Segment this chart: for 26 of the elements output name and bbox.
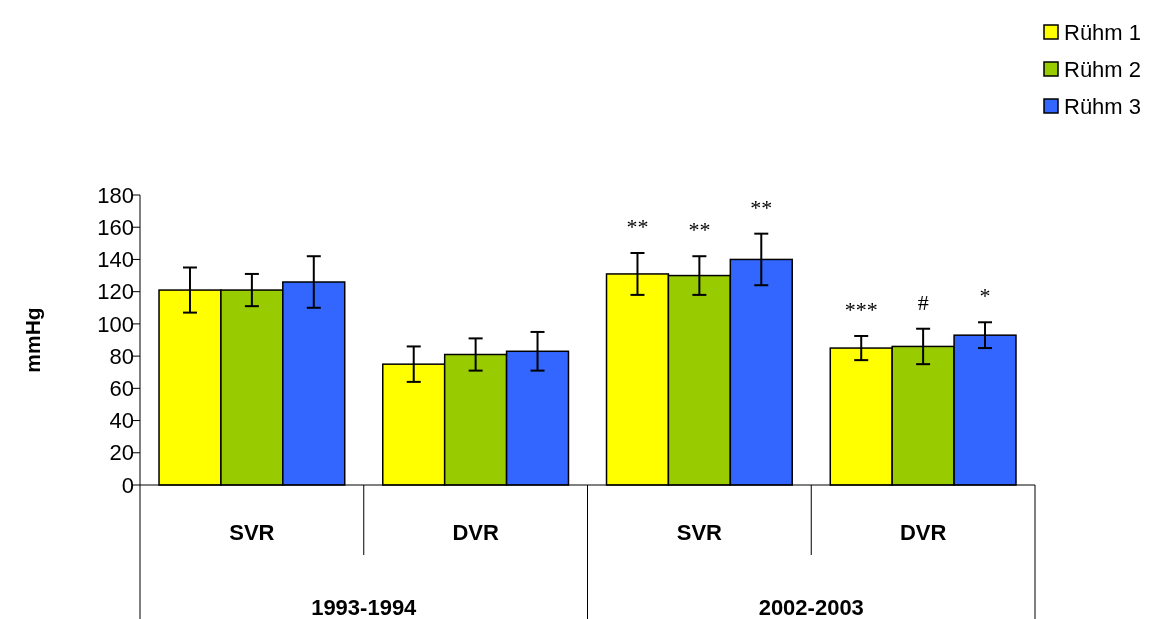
y-tick-label: 0 [121, 472, 134, 498]
y-tick-label: 120 [97, 279, 134, 305]
x-tick-label: DVR [452, 520, 499, 545]
y-tick-label: 180 [97, 182, 134, 208]
annotation: * [979, 283, 991, 309]
y-tick-label: 100 [97, 311, 134, 337]
x-tick-label: DVR [899, 520, 947, 545]
annotation: ** [750, 194, 773, 220]
legend-label: Rühm 3 [1064, 93, 1142, 119]
legend-label: Rühm 2 [1064, 56, 1142, 82]
x-tick-label: SVR [229, 520, 275, 545]
y-axis-title: mmHg [21, 307, 44, 373]
y-tick-label: 20 [109, 440, 134, 466]
y-tick-label: 140 [97, 247, 134, 273]
y-tick-label: 40 [109, 408, 134, 434]
annotation: *** [844, 296, 878, 322]
x-tick-label: SVR [676, 520, 723, 545]
y-tick-label: 60 [109, 376, 134, 402]
text: 1993-1994 [311, 595, 418, 619]
annotation: # [917, 289, 929, 315]
y-tick-label: 80 [109, 343, 134, 369]
annotation: ** [688, 217, 711, 243]
y-tick-label: 160 [97, 214, 134, 240]
legend-label: Rühm 1 [1064, 19, 1142, 45]
text: 2002-2003 [758, 595, 864, 619]
annotation: ** [626, 214, 649, 239]
